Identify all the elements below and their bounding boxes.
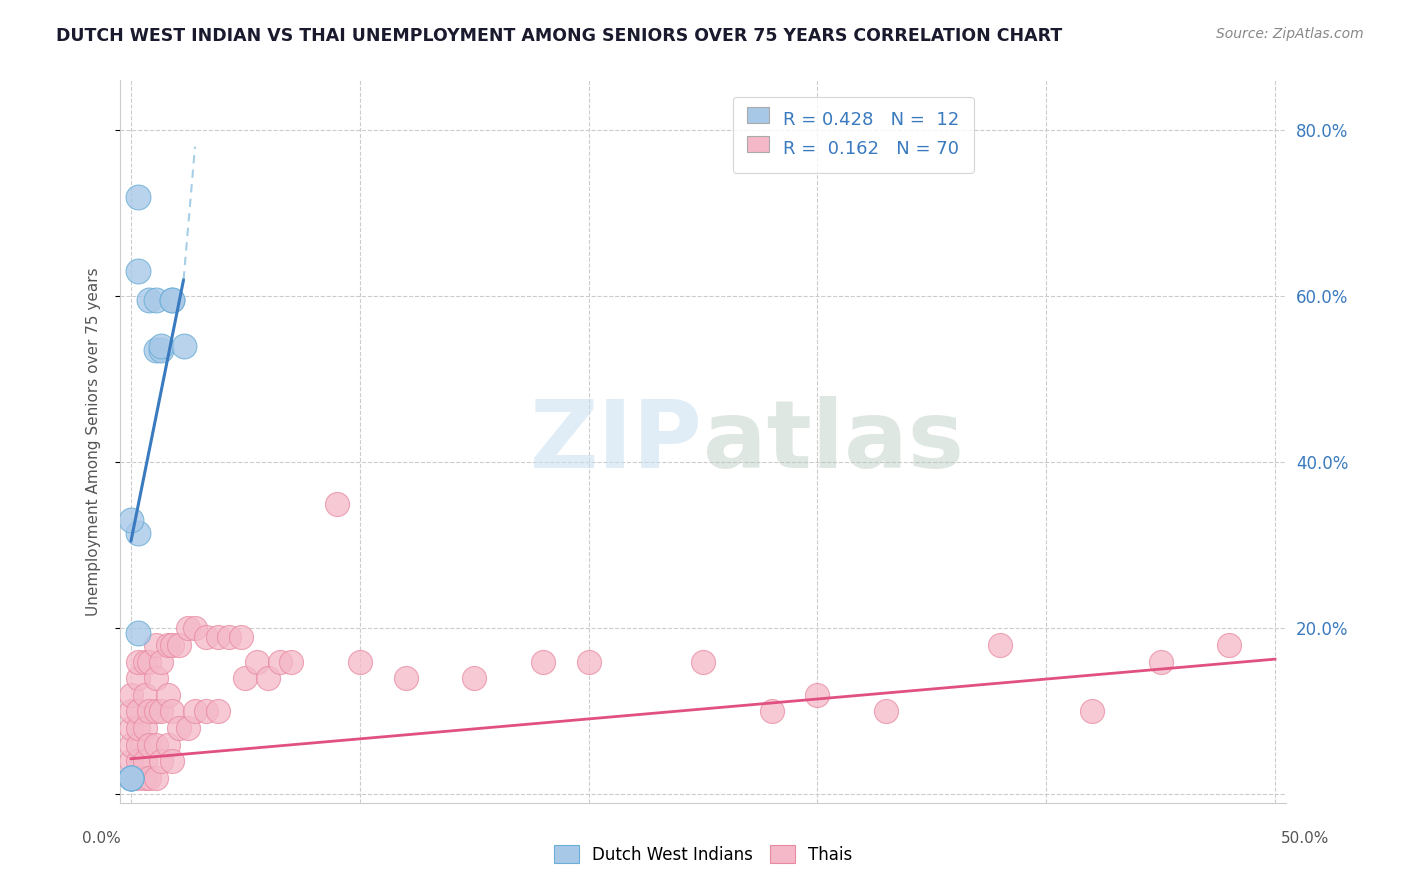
Point (145, 671, 167, 685)
Point (134, 688, 156, 702)
Point (138, 771, 160, 785)
Point (145, 638, 167, 652)
Point (280, 655, 302, 669)
Point (207, 630, 229, 644)
Point (1081, 705, 1104, 719)
Point (160, 293, 183, 308)
Point (120, 771, 142, 785)
Point (134, 655, 156, 669)
Point (149, 655, 172, 669)
Point (145, 293, 167, 308)
Point (145, 771, 167, 785)
Point (195, 705, 218, 719)
Point (138, 738, 160, 752)
Point (127, 721, 149, 735)
Point (138, 655, 160, 669)
Point (127, 525, 149, 540)
Point (120, 688, 142, 702)
Point (120, 771, 142, 785)
Point (207, 705, 229, 719)
Text: atlas: atlas (703, 395, 965, 488)
Point (120, 705, 142, 719)
Text: ZIP: ZIP (530, 395, 703, 488)
Point (761, 705, 783, 719)
Point (246, 655, 269, 669)
Point (127, 771, 149, 785)
Point (463, 671, 485, 685)
Point (127, 705, 149, 719)
Point (229, 630, 252, 644)
Point (177, 621, 200, 635)
Point (1149, 655, 1171, 669)
Legend: R = 0.428   N =  12, R =  0.162   N = 70: R = 0.428 N = 12, R = 0.162 N = 70 (733, 96, 974, 173)
Point (120, 771, 142, 785)
Point (167, 638, 190, 652)
Point (120, 721, 142, 735)
Point (1218, 638, 1240, 652)
Point (127, 625, 149, 640)
Point (120, 513, 142, 527)
Point (218, 630, 240, 644)
Point (134, 721, 156, 735)
Point (127, 264, 149, 278)
Point (195, 630, 218, 644)
Text: 0.0%: 0.0% (82, 831, 121, 846)
Point (160, 638, 183, 652)
Point (326, 497, 349, 511)
Point (349, 655, 371, 669)
Y-axis label: Unemployment Among Seniors over 75 years: Unemployment Among Seniors over 75 years (86, 268, 101, 615)
Text: Source: ZipAtlas.com: Source: ZipAtlas.com (1216, 27, 1364, 41)
Point (235, 671, 257, 685)
Point (127, 754, 149, 768)
Point (875, 705, 897, 719)
Point (184, 621, 207, 635)
Point (145, 343, 167, 358)
Point (692, 655, 714, 669)
Point (145, 705, 167, 719)
Point (120, 754, 142, 768)
Point (173, 339, 195, 353)
Point (127, 738, 149, 752)
Point (120, 771, 142, 785)
Point (578, 655, 600, 669)
Point (127, 189, 149, 203)
Point (269, 655, 291, 669)
Point (127, 671, 149, 685)
Point (120, 738, 142, 752)
Point (134, 771, 156, 785)
Point (177, 721, 200, 735)
Point (184, 705, 207, 719)
Text: DUTCH WEST INDIAN VS THAI UNEMPLOYMENT AMONG SENIORS OVER 75 YEARS CORRELATION C: DUTCH WEST INDIAN VS THAI UNEMPLOYMENT A… (56, 27, 1063, 45)
Point (394, 671, 416, 685)
Point (806, 688, 828, 702)
Point (149, 339, 172, 353)
Legend: Dutch West Indians, Thais: Dutch West Indians, Thais (547, 838, 859, 871)
Point (990, 638, 1012, 652)
Point (531, 655, 554, 669)
Point (160, 705, 183, 719)
Point (127, 655, 149, 669)
Point (120, 771, 142, 785)
Text: 50.0%: 50.0% (1281, 831, 1329, 846)
Point (149, 754, 172, 768)
Point (156, 688, 179, 702)
Point (134, 754, 156, 768)
Point (138, 293, 160, 308)
Point (156, 738, 179, 752)
Point (156, 638, 179, 652)
Point (167, 721, 190, 735)
Point (145, 738, 167, 752)
Point (149, 343, 172, 358)
Point (160, 754, 183, 768)
Point (149, 705, 172, 719)
Point (138, 705, 160, 719)
Point (257, 671, 280, 685)
Point (160, 293, 183, 308)
